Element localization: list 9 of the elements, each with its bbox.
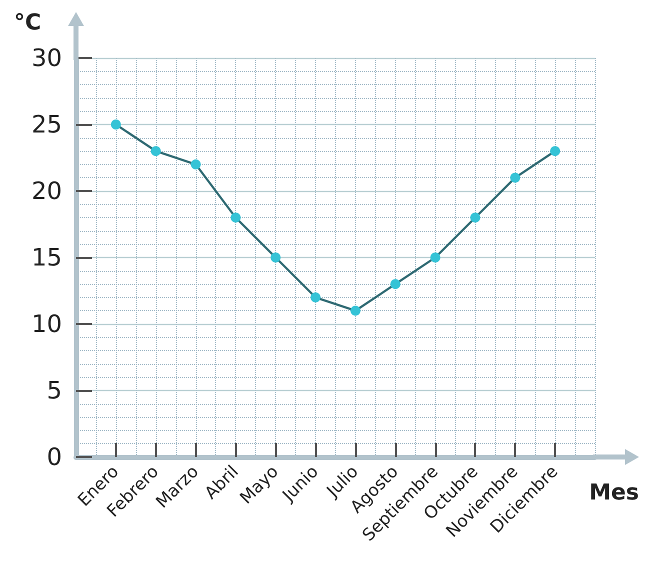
y-tick-label: 20 (31, 177, 62, 205)
y-tick-label: 0 (46, 443, 62, 471)
y-tick-label: 30 (31, 44, 62, 72)
x-axis-title: Mes (589, 480, 640, 506)
y-axis-title: °C (14, 10, 42, 36)
y-tick-label: 25 (31, 110, 62, 138)
y-tick-label: 10 (31, 310, 62, 338)
y-tick-label: 15 (31, 244, 62, 272)
y-tick-label: 5 (46, 376, 62, 404)
